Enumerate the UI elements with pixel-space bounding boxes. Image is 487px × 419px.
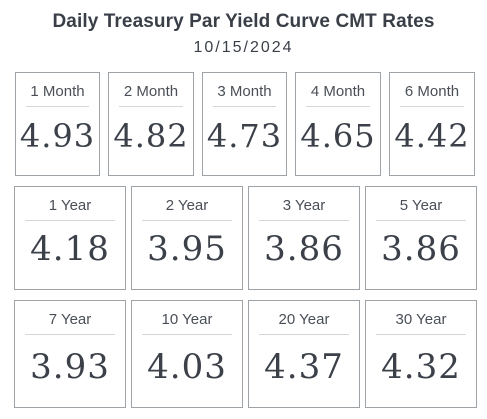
rate-card-label: 2 Month <box>119 83 183 107</box>
rate-card-value: 3.95 <box>147 229 227 269</box>
page-header: Daily Treasury Par Yield Curve CMT Rates… <box>0 8 487 59</box>
rate-card-value: 3.93 <box>30 347 110 387</box>
rate-card-10-year: 10 Year 4.03 <box>131 300 243 408</box>
rate-card-label: 7 Year <box>25 311 115 335</box>
rate-card-30-year: 30 Year 4.32 <box>365 300 477 408</box>
rate-card-value: 4.37 <box>264 347 344 387</box>
rate-card-7-year: 7 Year 3.93 <box>14 300 126 408</box>
rate-card-label: 6 Month <box>400 83 464 107</box>
rate-card-label: 2 Year <box>142 197 232 221</box>
rate-card-label: 3 Year <box>259 197 349 221</box>
rate-card-value: 4.65 <box>300 117 376 155</box>
rate-card-label: 1 Month <box>26 83 89 107</box>
rate-card-value: 4.32 <box>381 347 461 387</box>
rate-card-4-month: 4 Month 4.65 <box>295 72 381 176</box>
rate-card-value: 4.18 <box>30 229 110 269</box>
rate-card-value: 3.86 <box>381 229 461 269</box>
rate-card-value: 3.86 <box>264 229 344 269</box>
rate-card-6-month: 6 Month 4.42 <box>389 72 475 176</box>
rate-card-value: 4.93 <box>19 117 96 155</box>
rate-card-5-year: 5 Year 3.86 <box>365 186 477 290</box>
rate-date: 10/15/2024 <box>193 39 294 56</box>
rate-card-2-year: 2 Year 3.95 <box>131 186 243 290</box>
rate-card-value: 4.73 <box>206 117 283 155</box>
rate-card-value: 4.03 <box>147 347 227 387</box>
rate-card-label: 30 Year <box>376 311 466 335</box>
rate-card-label: 10 Year <box>142 311 232 335</box>
page-title: Daily Treasury Par Yield Curve CMT Rates <box>52 11 435 32</box>
rate-card-value: 4.42 <box>394 117 470 155</box>
rate-card-3-month: 3 Month 4.73 <box>202 72 287 176</box>
rate-card-label: 5 Year <box>376 197 466 221</box>
rate-card-20-year: 20 Year 4.37 <box>248 300 360 408</box>
rate-card-value: 4.82 <box>113 117 189 155</box>
rate-card-2-month: 2 Month 4.82 <box>108 72 194 176</box>
rate-card-label: 3 Month <box>213 83 276 107</box>
rate-card-label: 1 Year <box>25 197 115 221</box>
rate-card-label: 20 Year <box>259 311 349 335</box>
rate-card-1-month: 1 Month 4.93 <box>15 72 100 176</box>
rate-card-1-year: 1 Year 4.18 <box>14 186 126 290</box>
rate-card-label: 4 Month <box>306 83 370 107</box>
rate-card-3-year: 3 Year 3.86 <box>248 186 360 290</box>
